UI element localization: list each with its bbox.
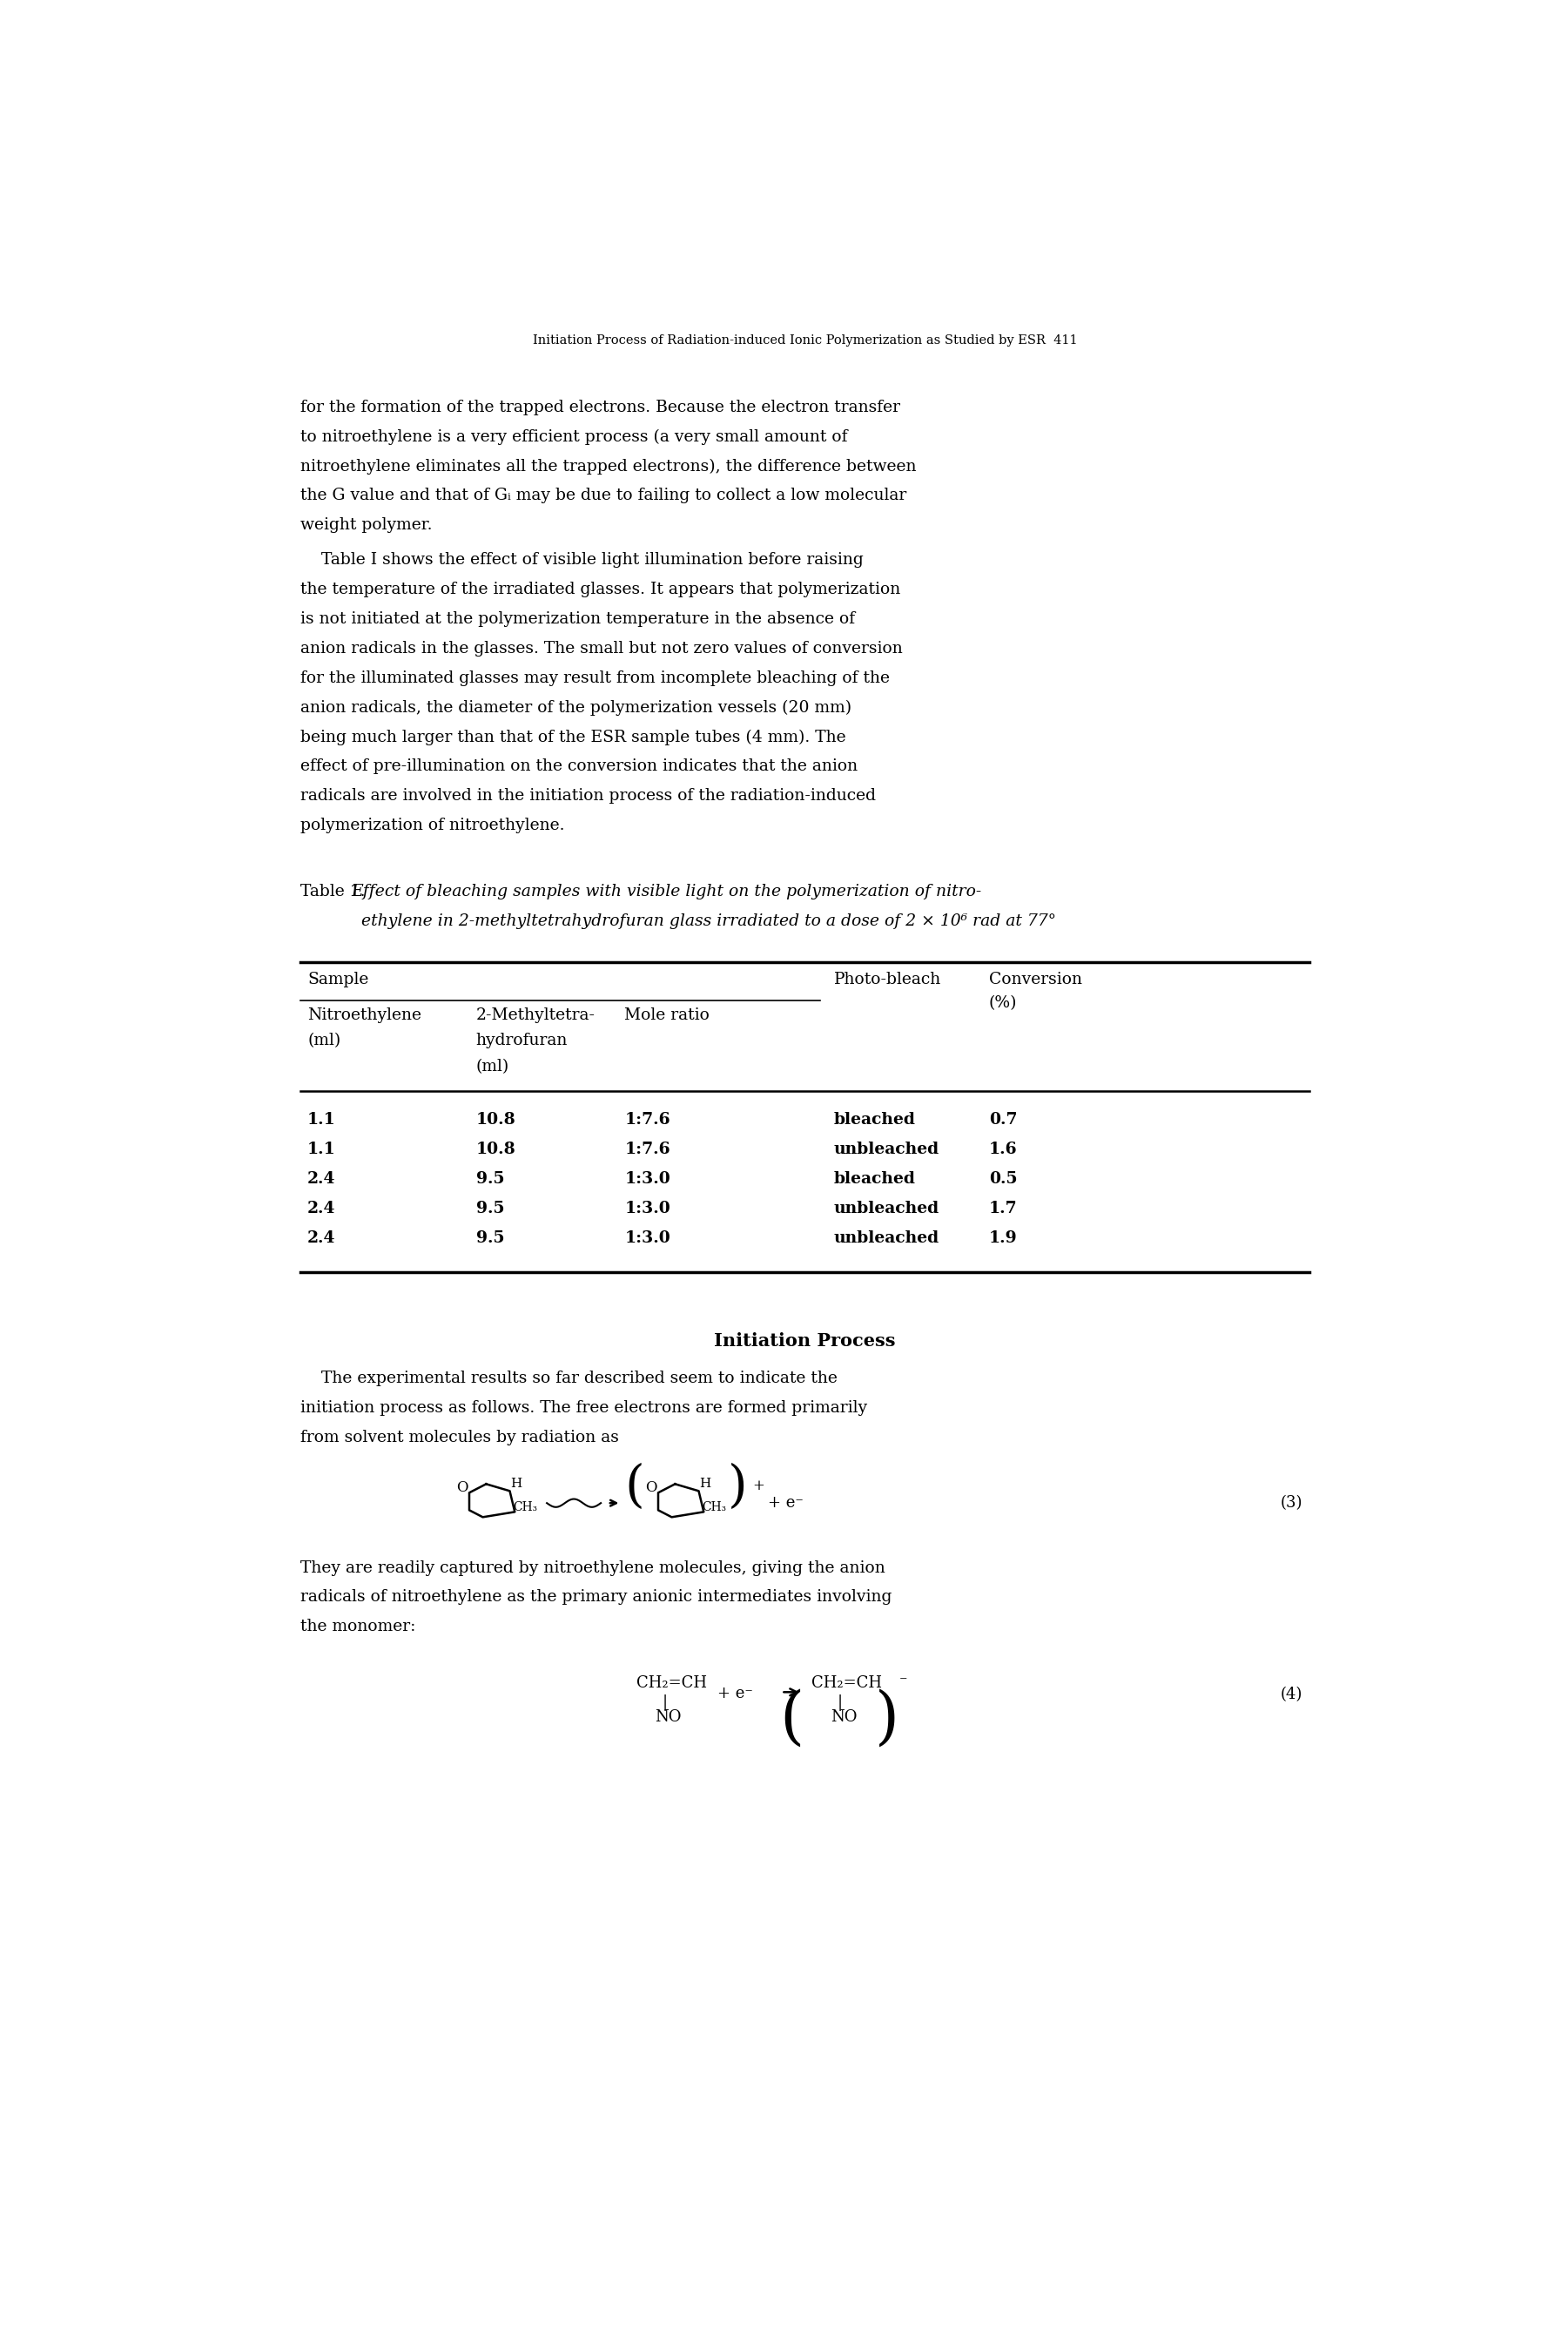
Text: to nitroethylene is a very efficient process (a very small amount of: to nitroethylene is a very efficient pro…: [301, 428, 848, 444]
Text: unbleached: unbleached: [834, 1143, 939, 1157]
Text: 1.6: 1.6: [989, 1143, 1018, 1157]
Text: (4): (4): [1281, 1686, 1303, 1702]
Text: ): ): [728, 1462, 748, 1512]
Text: 2.4: 2.4: [307, 1230, 336, 1246]
Text: |: |: [662, 1695, 668, 1712]
Text: NO: NO: [831, 1709, 858, 1726]
Text: initiation process as follows. The free electrons are formed primarily: initiation process as follows. The free …: [301, 1401, 867, 1415]
Text: 1:3.0: 1:3.0: [624, 1230, 671, 1246]
Text: effect of pre-illumination on the conversion indicates that the anion: effect of pre-illumination on the conver…: [301, 759, 858, 773]
Text: the G value and that of Gᵢ may be due to failing to collect a low molecular: the G value and that of Gᵢ may be due to…: [301, 489, 906, 503]
Text: radicals of nitroethylene as the primary anionic intermediates involving: radicals of nitroethylene as the primary…: [301, 1589, 892, 1606]
Text: O: O: [644, 1481, 657, 1495]
Text: 1.1: 1.1: [307, 1112, 336, 1128]
Text: Conversion: Conversion: [989, 971, 1082, 987]
Text: 9.5: 9.5: [477, 1230, 505, 1246]
Text: 9.5: 9.5: [477, 1171, 505, 1187]
Text: for the formation of the trapped electrons. Because the electron transfer: for the formation of the trapped electro…: [301, 400, 900, 416]
Text: CH₃: CH₃: [513, 1502, 538, 1514]
Text: 0.5: 0.5: [989, 1171, 1018, 1187]
Text: Table I shows the effect of visible light illumination before raising: Table I shows the effect of visible ligh…: [301, 552, 864, 569]
Text: H: H: [699, 1479, 710, 1491]
Text: weight polymer.: weight polymer.: [301, 517, 433, 534]
Text: from solvent molecules by radiation as: from solvent molecules by radiation as: [301, 1429, 619, 1446]
Text: 1:3.0: 1:3.0: [624, 1171, 671, 1187]
Text: +: +: [753, 1479, 765, 1493]
Text: bleached: bleached: [834, 1112, 916, 1128]
Text: polymerization of nitroethylene.: polymerization of nitroethylene.: [301, 818, 564, 835]
Text: ethylene in 2-methyltetrahydrofuran glass irradiated to a dose of 2 × 10⁶ rad at: ethylene in 2-methyltetrahydrofuran glas…: [361, 915, 1057, 929]
Text: 1.1: 1.1: [307, 1143, 336, 1157]
Text: They are readily captured by nitroethylene molecules, giving the anion: They are readily captured by nitroethyle…: [301, 1561, 886, 1575]
Text: anion radicals in the glasses. The small but not zero values of conversion: anion radicals in the glasses. The small…: [301, 642, 903, 656]
Text: Photo-bleach: Photo-bleach: [834, 971, 941, 987]
Text: (: (: [626, 1462, 644, 1512]
Text: (%): (%): [989, 994, 1018, 1011]
Text: Sample: Sample: [307, 971, 368, 987]
Text: O: O: [456, 1481, 467, 1495]
Text: (ml): (ml): [307, 1032, 340, 1049]
Text: 1.7: 1.7: [989, 1201, 1018, 1215]
Text: CH₃: CH₃: [702, 1502, 726, 1514]
Text: 10.8: 10.8: [477, 1143, 516, 1157]
Text: hydrofuran: hydrofuran: [477, 1032, 568, 1049]
Text: the temperature of the irradiated glasses. It appears that polymerization: the temperature of the irradiated glasse…: [301, 581, 900, 597]
Text: 1:7.6: 1:7.6: [624, 1112, 670, 1128]
Text: unbleached: unbleached: [834, 1201, 939, 1215]
Text: (ml): (ml): [477, 1058, 510, 1074]
Text: (3): (3): [1281, 1495, 1303, 1512]
Text: 2.4: 2.4: [307, 1201, 336, 1215]
Text: Initiation Process: Initiation Process: [713, 1333, 895, 1349]
Text: CH₂=CH: CH₂=CH: [812, 1676, 883, 1690]
Text: 10.8: 10.8: [477, 1112, 516, 1128]
Text: |: |: [837, 1695, 842, 1712]
Text: Mole ratio: Mole ratio: [624, 1009, 710, 1023]
Text: 1.9: 1.9: [989, 1230, 1018, 1246]
Text: ⁻: ⁻: [900, 1674, 908, 1690]
Text: Nitroethylene: Nitroethylene: [307, 1009, 422, 1023]
Text: The experimental results so far described seem to indicate the: The experimental results so far describe…: [301, 1371, 837, 1387]
Text: (: (: [779, 1688, 804, 1749]
Text: Effect of bleaching samples with visible light on the polymerization of nitro-: Effect of bleaching samples with visible…: [351, 884, 982, 900]
Text: Initiation Process of Radiation-induced Ionic Polymerization as Studied by ESR  : Initiation Process of Radiation-induced …: [533, 334, 1077, 346]
Text: 1:7.6: 1:7.6: [624, 1143, 670, 1157]
Text: 2-Methyltetra-: 2-Methyltetra-: [477, 1009, 596, 1023]
Text: the monomer:: the monomer:: [301, 1620, 416, 1634]
Text: nitroethylene eliminates all the trapped electrons), the difference between: nitroethylene eliminates all the trapped…: [301, 458, 917, 475]
Text: 9.5: 9.5: [477, 1201, 505, 1215]
Text: radicals are involved in the initiation process of the radiation-induced: radicals are involved in the initiation …: [301, 788, 877, 804]
Text: for the illuminated glasses may result from incomplete bleaching of the: for the illuminated glasses may result f…: [301, 670, 891, 686]
Text: anion radicals, the diameter of the polymerization vessels (20 mm): anion radicals, the diameter of the poly…: [301, 701, 851, 715]
Text: H: H: [511, 1479, 522, 1491]
Text: 0.7: 0.7: [989, 1112, 1018, 1128]
Text: ): ): [875, 1688, 900, 1749]
Text: being much larger than that of the ESR sample tubes (4 mm). The: being much larger than that of the ESR s…: [301, 729, 847, 745]
Text: CH₂=CH: CH₂=CH: [637, 1676, 707, 1690]
Text: 1:3.0: 1:3.0: [624, 1201, 671, 1215]
Text: is not initiated at the polymerization temperature in the absence of: is not initiated at the polymerization t…: [301, 611, 855, 628]
Text: bleached: bleached: [834, 1171, 916, 1187]
Text: unbleached: unbleached: [834, 1230, 939, 1246]
Text: + e⁻: + e⁻: [768, 1495, 803, 1512]
Text: NO: NO: [655, 1709, 682, 1726]
Text: 2.4: 2.4: [307, 1171, 336, 1187]
Text: Table 1.: Table 1.: [301, 884, 370, 900]
Text: + e⁻: + e⁻: [717, 1686, 753, 1702]
